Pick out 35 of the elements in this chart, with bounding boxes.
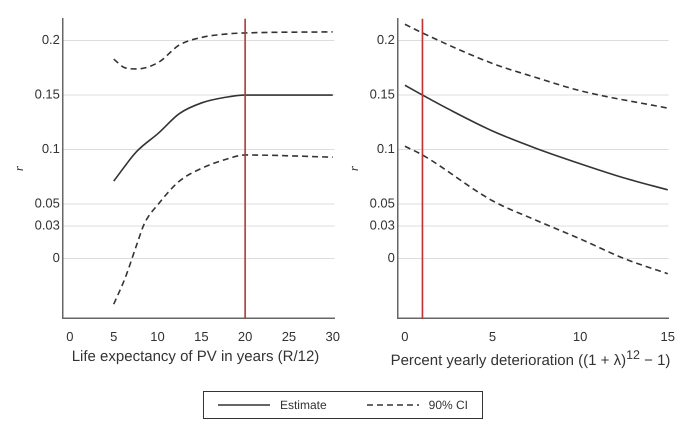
x-tick-label: 5 [488, 328, 496, 344]
legend-label: 90% CI [428, 398, 468, 412]
line-series [404, 23, 669, 109]
legend-label: Estimate [280, 398, 327, 412]
x-tick-label: 10 [572, 328, 588, 344]
line-series [112, 31, 334, 70]
y-tick-label: 0.03 [34, 217, 60, 232]
y-tick-label: 0.05 [34, 196, 60, 211]
x-axis-title: Percent yearly deterioration ((1 + λ)$^{12}$ − 1) [390, 348, 672, 369]
x-tick-label: 30 [325, 328, 340, 344]
x-tick-label: 25 [282, 328, 296, 344]
x-tick-label: 15 [660, 328, 675, 344]
line-series [112, 94, 334, 182]
y-tick-label: 0.05 [370, 196, 395, 211]
y-tick-label: 0.15 [34, 86, 60, 102]
y-tick-label: 0.2 [376, 32, 395, 48]
y-tick-label: 0 [388, 250, 395, 266]
y-tick-label: 0.03 [370, 217, 395, 232]
line-series [404, 145, 669, 275]
y-axis-title: r [346, 165, 362, 172]
line-series [404, 84, 669, 191]
y-axis-title: r [11, 165, 26, 172]
y-tick-label: 0.15 [370, 86, 395, 102]
x-tick-label: 15 [194, 328, 209, 344]
line-series [112, 154, 334, 306]
y-tick-label: 0.1 [42, 141, 60, 156]
x-axis-title: Life expectancy of PV in years (R/12) [70, 348, 320, 365]
x-tick-label: 20 [238, 328, 252, 344]
x-tick-label: 0 [401, 328, 409, 344]
y-tick-label: 0.1 [376, 141, 395, 156]
x-tick-label: 0 [66, 328, 74, 344]
y-tick-label: 0 [52, 250, 60, 266]
y-tick-label: 0.2 [42, 32, 60, 48]
x-tick-label: 10 [150, 328, 165, 344]
x-tick-label: 5 [110, 328, 118, 344]
